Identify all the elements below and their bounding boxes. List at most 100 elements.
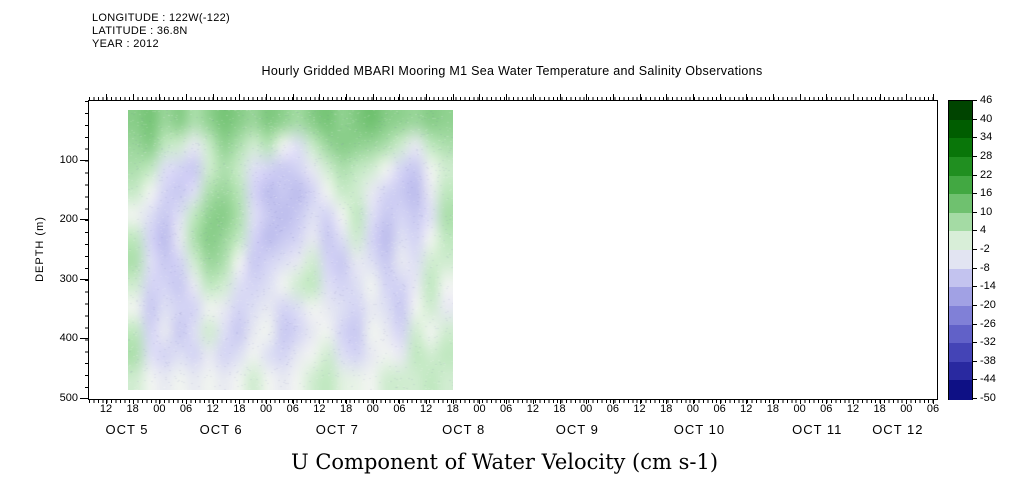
- x-date-label: OCT 9: [555, 422, 599, 437]
- x-major-tick-top: [559, 94, 561, 100]
- x-date-label: OCT 6: [199, 422, 243, 437]
- x-major-tick-top: [719, 94, 721, 100]
- x-hour-tick-label: 06: [286, 403, 299, 415]
- x-major-tick-top: [132, 94, 134, 100]
- colorbar-tick: [973, 118, 977, 120]
- x-hour-tick-label: 00: [686, 403, 700, 415]
- colorbar: [948, 100, 973, 400]
- x-major-tick-top: [799, 94, 801, 100]
- x-major-tick-bottom: [212, 399, 214, 404]
- colorbar-segment: [949, 380, 972, 400]
- latitude-label: LATITUDE : 36.8N: [92, 25, 188, 37]
- x-major-tick-bottom: [266, 399, 268, 404]
- colorbar-tick-label: -50: [980, 392, 996, 404]
- x-hour-tick-label: 18: [126, 403, 139, 415]
- x-hour-tick-label: 12: [633, 403, 646, 415]
- longitude-label: LONGITUDE : 122W(-122): [92, 12, 231, 24]
- colorbar-tick-label: -2: [980, 243, 990, 255]
- x-major-tick-top: [159, 94, 161, 100]
- x-major-tick-bottom: [852, 399, 854, 404]
- colorbar-tick-label: -26: [980, 317, 996, 330]
- x-major-tick-bottom: [479, 399, 481, 404]
- year-label: YEAR : 2012: [92, 38, 159, 50]
- x-major-tick-bottom: [666, 399, 668, 404]
- heatmap-canvas: [128, 110, 453, 390]
- x-major-tick-top: [292, 94, 294, 100]
- x-major-tick-bottom: [159, 399, 161, 404]
- x-major-tick-bottom: [879, 399, 881, 404]
- x-major-tick-bottom: [692, 399, 694, 404]
- x-major-tick-bottom: [372, 399, 374, 404]
- x-major-tick-bottom: [746, 399, 748, 404]
- x-major-tick-top: [666, 94, 668, 100]
- plot-title: Hourly Gridded MBARI Mooring M1 Sea Wate…: [261, 64, 763, 78]
- colorbar-tick: [973, 342, 977, 344]
- x-major-tick-bottom: [106, 399, 107, 404]
- x-major-tick-bottom: [612, 399, 614, 404]
- x-date-label: OCT 8: [442, 422, 486, 437]
- x-hour-tick-label: 06: [606, 403, 619, 415]
- x-hour-tick-label: 00: [473, 403, 486, 415]
- colorbar-tick-label: -38: [980, 354, 996, 367]
- x-major-tick-top: [879, 94, 881, 100]
- y-minor-ticks: [85, 101, 89, 399]
- colorbar-tick: [973, 249, 977, 250]
- x-major-tick-bottom: [639, 399, 641, 404]
- colorbar-tick-label: -32: [980, 336, 996, 349]
- colorbar-tick-label: 16: [980, 187, 993, 200]
- colorbar-segment: [949, 287, 972, 307]
- y-tick-label: 300: [59, 272, 78, 285]
- x-major-tick-top: [372, 94, 374, 100]
- x-major-tick-top: [426, 94, 428, 100]
- colorbar-segment: [949, 268, 972, 288]
- colorbar-tick: [973, 174, 977, 176]
- x-hour-tick-label: 18: [446, 403, 459, 415]
- colorbar-segment: [949, 212, 972, 232]
- x-major-tick-bottom: [346, 399, 348, 404]
- x-minor-ticks-top: [89, 97, 937, 101]
- x-hour-tick-label: 18: [233, 403, 246, 415]
- colorbar-segment: [949, 156, 972, 176]
- x-hour-tick-label: 06: [926, 403, 940, 415]
- x-major-tick-bottom: [933, 399, 934, 404]
- x-major-tick-bottom: [826, 399, 828, 404]
- x-hour-tick-label: 18: [766, 403, 780, 415]
- x-hour-tick-label: 06: [820, 403, 833, 415]
- colorbar-tick-label: -44: [980, 373, 996, 386]
- colorbar-tick-label: 46: [980, 94, 993, 106]
- colorbar-tick: [973, 230, 977, 232]
- x-major-tick-top: [346, 94, 348, 100]
- x-major-tick-top: [852, 94, 854, 100]
- x-hour-tick-label: 18: [553, 403, 566, 415]
- colorbar-segment: [949, 324, 972, 344]
- colorbar-segment: [949, 343, 972, 363]
- colorbar-segment: [949, 119, 972, 139]
- x-major-tick-top: [479, 94, 481, 100]
- x-major-tick-top: [906, 94, 908, 100]
- colorbar-tick-label: 10: [980, 205, 993, 218]
- x-major-tick-top: [319, 94, 321, 100]
- x-date-label: OCT 12: [872, 422, 924, 437]
- x-hour-tick-label: 00: [153, 403, 166, 415]
- x-major-tick-bottom: [532, 399, 534, 404]
- x-major-tick-top: [612, 94, 614, 100]
- x-major-tick-bottom: [319, 399, 321, 404]
- x-major-tick-bottom: [719, 399, 721, 404]
- x-minor-ticks-bottom: [89, 399, 937, 403]
- x-hour-tick-label: 12: [740, 403, 753, 415]
- x-major-tick-top: [772, 94, 774, 100]
- colorbar-segment: [949, 101, 972, 121]
- x-major-tick-bottom: [292, 399, 294, 404]
- colorbar-segment: [949, 305, 972, 325]
- x-major-tick-bottom: [586, 399, 588, 404]
- colorbar-segment: [949, 138, 972, 158]
- x-major-tick-bottom: [906, 399, 908, 404]
- colorbar-tick: [973, 360, 977, 362]
- colorbar-tick: [973, 211, 977, 213]
- colorbar-tick: [973, 100, 977, 101]
- x-major-tick-bottom: [426, 399, 428, 404]
- colorbar-tick-label: -14: [980, 280, 996, 293]
- x-major-tick-top: [212, 94, 214, 100]
- x-hour-tick-label: 12: [420, 403, 433, 415]
- x-major-tick-top: [639, 94, 641, 100]
